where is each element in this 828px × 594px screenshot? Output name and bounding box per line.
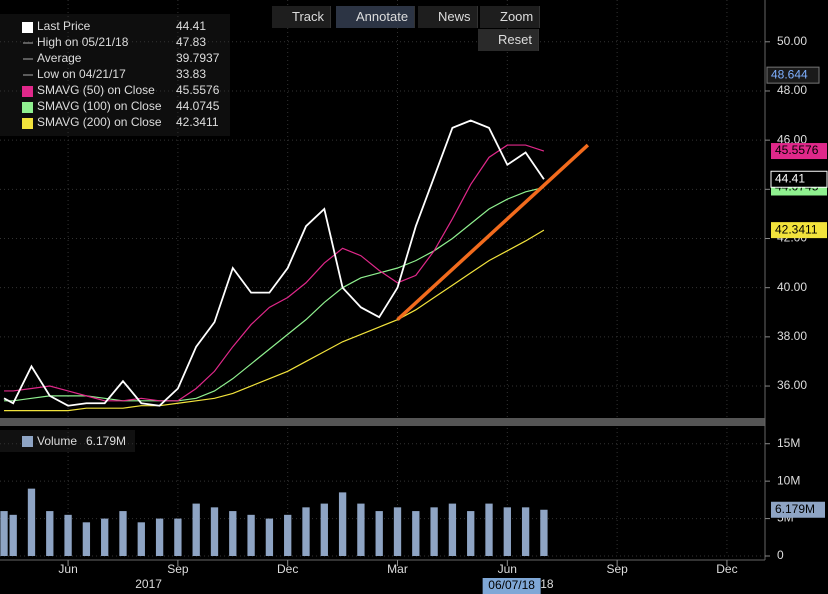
crosshair-date-tag bbox=[482, 578, 541, 594]
legend-swatch bbox=[22, 86, 33, 97]
legend-box bbox=[0, 14, 230, 136]
legend-label: High on 05/21/18 bbox=[37, 35, 129, 49]
legend-value: 42.3411 bbox=[176, 115, 219, 129]
volume-bar bbox=[155, 518, 164, 556]
volume-bar bbox=[485, 503, 493, 556]
price-line bbox=[4, 144, 545, 402]
volume-bar bbox=[247, 514, 255, 556]
volume-bar bbox=[503, 507, 511, 556]
y-tick-label: 40.00 bbox=[777, 280, 807, 294]
y-tick-label: 10M bbox=[777, 473, 800, 487]
legend-label: Average bbox=[37, 51, 82, 65]
legend-value: 44.0745 bbox=[176, 99, 220, 113]
volume-bar bbox=[101, 518, 109, 556]
x-tick-label: Jun bbox=[498, 562, 517, 576]
volume-bar bbox=[27, 488, 36, 556]
legend-value: 6.179M bbox=[86, 434, 126, 448]
y-tick-label: 0 bbox=[777, 548, 784, 562]
volume-bar bbox=[46, 511, 54, 556]
legend-label: Volume bbox=[37, 434, 77, 448]
x-tick-label: Dec bbox=[277, 562, 298, 576]
volume-bar bbox=[9, 514, 17, 556]
x-tick-label: Dec bbox=[716, 562, 737, 576]
zoom-button[interactable]: Zoom bbox=[480, 6, 541, 28]
legend-label: SMAVG (50) on Close bbox=[37, 83, 155, 97]
y-tick-label: 15M bbox=[777, 436, 800, 450]
volume-bar bbox=[430, 507, 438, 556]
price-line bbox=[3, 119, 545, 407]
volume-bar bbox=[64, 514, 72, 556]
y-tick-label: 46.00 bbox=[777, 132, 807, 146]
news-button[interactable]: News bbox=[418, 6, 478, 28]
volume-bar bbox=[540, 509, 548, 556]
volume-tag bbox=[771, 501, 825, 518]
annotate-button[interactable]: Annotate bbox=[336, 6, 416, 28]
volume-bar bbox=[284, 514, 292, 556]
legend-swatch bbox=[22, 102, 33, 113]
volume-bar bbox=[521, 507, 530, 556]
volume-legend-box bbox=[0, 430, 135, 452]
volume-bar bbox=[192, 503, 200, 556]
legend-label: SMAVG (100) on Close bbox=[37, 99, 162, 113]
volume-bar bbox=[357, 503, 365, 556]
x-tick-label: Mar bbox=[387, 562, 408, 576]
last-value: 42.3411 bbox=[775, 222, 818, 236]
x-tick-label: Sep bbox=[606, 562, 628, 576]
volume-bar bbox=[265, 518, 274, 556]
legend-label: SMAVG (200) on Close bbox=[37, 115, 162, 129]
y-tick-label: 36.00 bbox=[777, 378, 807, 392]
legend-swatch bbox=[22, 118, 33, 129]
legend-label: Low on 04/21/17 bbox=[37, 67, 126, 81]
legend-swatch bbox=[22, 436, 33, 447]
year-label: 2017 bbox=[135, 577, 162, 591]
last-value-tag bbox=[771, 143, 827, 160]
legend-value: 45.5576 bbox=[176, 83, 220, 97]
crosshair-price: 48.644 bbox=[771, 67, 808, 81]
volume-bar bbox=[302, 507, 310, 556]
volume-tag-label: 6.179M bbox=[775, 502, 815, 516]
crosshair-date: 06/07/18 bbox=[488, 578, 535, 592]
track-button[interactable]: Track bbox=[272, 6, 332, 28]
legend-value: 39.7937 bbox=[176, 51, 220, 65]
y-tick-label: 38.00 bbox=[777, 329, 807, 343]
crosshair-price-tag bbox=[766, 66, 820, 84]
price-line bbox=[4, 229, 545, 412]
volume-bar bbox=[229, 511, 237, 556]
y-tick-label: 48.00 bbox=[777, 83, 807, 97]
last-value-tag bbox=[771, 222, 827, 239]
legend-value: 47.83 bbox=[176, 35, 206, 49]
last-value: 44.41 bbox=[775, 171, 805, 185]
volume-bar bbox=[0, 511, 8, 556]
volume-bar bbox=[375, 511, 383, 556]
legend-swatch bbox=[22, 22, 33, 33]
last-value-tag bbox=[770, 170, 828, 188]
volume-bar bbox=[210, 507, 219, 556]
trendline bbox=[396, 143, 590, 321]
volume-bar bbox=[412, 511, 420, 556]
x-tick-label: Jun bbox=[58, 562, 77, 576]
volume-bar bbox=[119, 511, 127, 556]
x-tick-label: Sep bbox=[167, 562, 189, 576]
legend-value: 33.83 bbox=[176, 67, 206, 81]
reset-button[interactable]: Reset bbox=[478, 29, 539, 51]
volume-bar bbox=[174, 518, 182, 556]
volume-bar bbox=[448, 503, 457, 556]
legend-label: Last Price bbox=[37, 19, 91, 33]
y-tick-label: 50.00 bbox=[777, 34, 807, 48]
volume-bar bbox=[137, 522, 145, 556]
volume-bar bbox=[393, 507, 402, 556]
volume-bar bbox=[338, 492, 347, 556]
volume-bar bbox=[82, 522, 91, 556]
last-value: 45.5576 bbox=[775, 143, 819, 157]
volume-bar bbox=[467, 511, 475, 556]
volume-bar bbox=[320, 503, 328, 556]
legend-value: 44.41 bbox=[176, 19, 206, 33]
panel-separator bbox=[0, 418, 765, 426]
